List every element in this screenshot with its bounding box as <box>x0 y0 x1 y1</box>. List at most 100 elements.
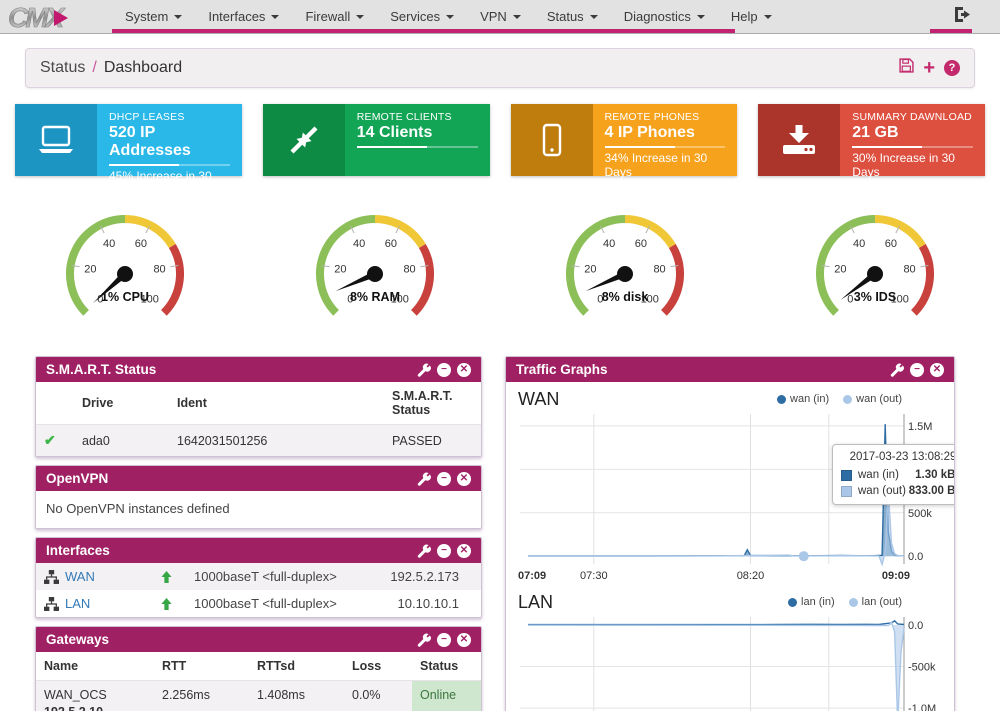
nav-accent-bar <box>112 29 735 33</box>
card-subtext <box>357 151 478 165</box>
card-remote-clients[interactable]: REMOTE CLIENTS 14 Clients <box>263 104 490 176</box>
logo[interactable]: CMX <box>0 0 112 34</box>
panel-title: S.M.A.R.T. Status <box>46 362 156 377</box>
chevron-down-icon <box>764 15 772 19</box>
card-category: REMOTE CLIENTS <box>357 111 478 123</box>
table-row: WAN_OCS 192.5.2.10 2.256ms 1.408ms 0.0% … <box>36 681 481 711</box>
svg-text:20: 20 <box>584 264 596 276</box>
breadcrumb-section[interactable]: Status <box>40 59 85 77</box>
panel-smart-status: S.M.A.R.T. Status − ✕ Drive Ident S.M.A.… <box>35 356 482 457</box>
panel-title: Interfaces <box>46 543 110 558</box>
chevron-down-icon <box>271 15 279 19</box>
minimize-icon[interactable]: − <box>437 472 451 486</box>
svg-text:-500k: -500k <box>908 662 936 674</box>
summary-cards: DHCP LEASES 520 IP Addresses 45% Increas… <box>0 104 1000 176</box>
wan-traffic-chart: WAN wan (in) wan (out) 0.0500k1.0M1.5M07… <box>512 386 948 589</box>
card-value: 520 IP Addresses <box>109 124 230 160</box>
tooltip-row: wan (in) 1.30 kB/s <box>841 469 955 481</box>
minimize-icon[interactable]: − <box>437 544 451 558</box>
wrench-icon[interactable] <box>417 363 431 377</box>
minimize-icon[interactable]: − <box>437 363 451 377</box>
breadcrumb: Status / Dashboard + ? <box>25 48 975 88</box>
wrench-icon[interactable] <box>417 633 431 647</box>
svg-text:80: 80 <box>403 264 415 276</box>
wrench-icon[interactable] <box>890 363 904 377</box>
legend-wan-out[interactable]: wan (out) <box>843 393 902 405</box>
svg-text:0: 0 <box>847 294 853 306</box>
card-value: 14 Clients <box>357 124 478 142</box>
gauge-disk: 0204060801008% disk <box>500 196 750 318</box>
svg-text:07:09: 07:09 <box>518 570 546 582</box>
close-icon[interactable]: ✕ <box>457 544 471 558</box>
save-layout-button[interactable] <box>899 58 914 78</box>
lan-traffic-chart: LAN lan (in) lan (out) 0.0-500k-1.0M <box>512 589 948 711</box>
chevron-down-icon <box>174 15 182 19</box>
svg-text:1% CPU: 1% CPU <box>101 290 149 304</box>
interface-link-lan[interactable]: LAN <box>65 596 90 611</box>
card-remote-phones[interactable]: REMOTE PHONES 4 IP Phones 34% Increase i… <box>511 104 738 176</box>
close-icon[interactable]: ✕ <box>457 633 471 647</box>
card-subtext: 34% Increase in 30 Days <box>605 151 726 179</box>
laptop-icon <box>35 124 77 156</box>
svg-text:60: 60 <box>635 238 647 250</box>
check-icon: ✔ <box>44 432 82 449</box>
card-category: DHCP LEASES <box>109 111 230 123</box>
up-arrow-icon <box>160 597 173 611</box>
minimize-icon[interactable]: − <box>910 363 924 377</box>
table-row: ✔ ada0 1642031501256 PASSED <box>36 425 481 456</box>
panel-openvpn: OpenVPN − ✕ No OpenVPN instances defined <box>35 465 482 529</box>
close-icon[interactable]: ✕ <box>457 472 471 486</box>
up-arrow-icon <box>160 570 173 584</box>
sitemap-icon <box>44 597 59 611</box>
svg-text:1.5M: 1.5M <box>908 421 932 433</box>
gauge-ram: 0204060801008% RAM <box>250 196 500 318</box>
svg-text:40: 40 <box>353 238 365 250</box>
svg-text:20: 20 <box>84 264 96 276</box>
gauge-ids: 0204060801003% IDS <box>750 196 1000 318</box>
legend-lan-out[interactable]: lan (out) <box>849 596 902 608</box>
svg-text:0.0: 0.0 <box>908 551 923 563</box>
panel-title: Traffic Graphs <box>516 362 608 377</box>
table-header: Name RTT RTTsd Loss Status <box>36 652 481 681</box>
card-dhcp-leases[interactable]: DHCP LEASES 520 IP Addresses 45% Increas… <box>15 104 242 176</box>
interface-link-wan[interactable]: WAN <box>65 569 95 584</box>
svg-text:3% IDS: 3% IDS <box>854 290 896 304</box>
table-header: Drive Ident S.M.A.R.T. Status <box>36 382 481 425</box>
legend-lan-in[interactable]: lan (in) <box>788 596 835 608</box>
logout-button[interactable] <box>953 6 972 28</box>
status-badge: Online <box>412 681 481 711</box>
svg-text:60: 60 <box>385 238 397 250</box>
card-summary-download[interactable]: SUMMARY DAWNLOAD 21 GB 30% Increase in 3… <box>758 104 985 176</box>
gauge-cpu: 0204060801001% CPU <box>0 196 250 318</box>
logo-image: CMX <box>6 2 106 32</box>
openvpn-empty-text: No OpenVPN instances defined <box>36 491 481 528</box>
top-navbar: CMX System Interfaces Firewall Services … <box>0 0 1000 34</box>
panel-traffic-graphs: Traffic Graphs − ✕ WAN wan (in) wan (out… <box>505 356 955 711</box>
svg-text:09:09: 09:09 <box>882 570 910 582</box>
help-button[interactable]: ? <box>944 60 960 76</box>
tooltip-row: wan (out) 833.00 B/s <box>841 485 955 497</box>
close-icon[interactable]: ✕ <box>457 363 471 377</box>
wrench-icon[interactable] <box>417 544 431 558</box>
chart-tooltip: 2017-03-23 13:08:29 wan (in) 1.30 kB/s w… <box>832 444 955 505</box>
interface-row-wan: WAN 1000baseT <full-duplex> 192.5.2.173 <box>36 563 481 590</box>
chart-title-wan: WAN <box>518 389 559 410</box>
svg-text:8% RAM: 8% RAM <box>350 290 400 304</box>
svg-text:80: 80 <box>903 264 915 276</box>
save-icon <box>899 58 914 73</box>
add-widget-button[interactable]: + <box>923 61 935 75</box>
svg-text:20: 20 <box>834 264 846 276</box>
panel-gateways: Gateways − ✕ Name RTT RTTsd Loss Status <box>35 626 482 711</box>
legend-wan-in[interactable]: wan (in) <box>777 393 829 405</box>
compress-arrows-icon <box>289 125 319 155</box>
minimize-icon[interactable]: − <box>437 633 451 647</box>
chevron-down-icon <box>590 15 598 19</box>
svg-text:-1.0M: -1.0M <box>908 703 936 711</box>
wrench-icon[interactable] <box>417 472 431 486</box>
close-icon[interactable]: ✕ <box>930 363 944 377</box>
svg-text:40: 40 <box>853 238 865 250</box>
lan-chart-canvas[interactable]: 0.0-500k-1.0M <box>512 615 948 711</box>
breadcrumb-separator: / <box>92 59 96 77</box>
interface-row-lan: LAN 1000baseT <full-duplex> 10.10.10.1 <box>36 590 481 617</box>
svg-text:80: 80 <box>653 264 665 276</box>
